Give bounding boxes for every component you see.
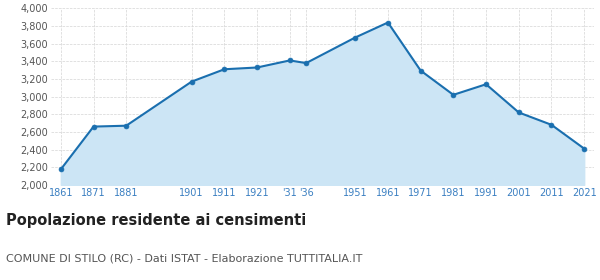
Text: COMUNE DI STILO (RC) - Dati ISTAT - Elaborazione TUTTITALIA.IT: COMUNE DI STILO (RC) - Dati ISTAT - Elab… xyxy=(6,254,362,264)
Text: Popolazione residente ai censimenti: Popolazione residente ai censimenti xyxy=(6,213,306,228)
